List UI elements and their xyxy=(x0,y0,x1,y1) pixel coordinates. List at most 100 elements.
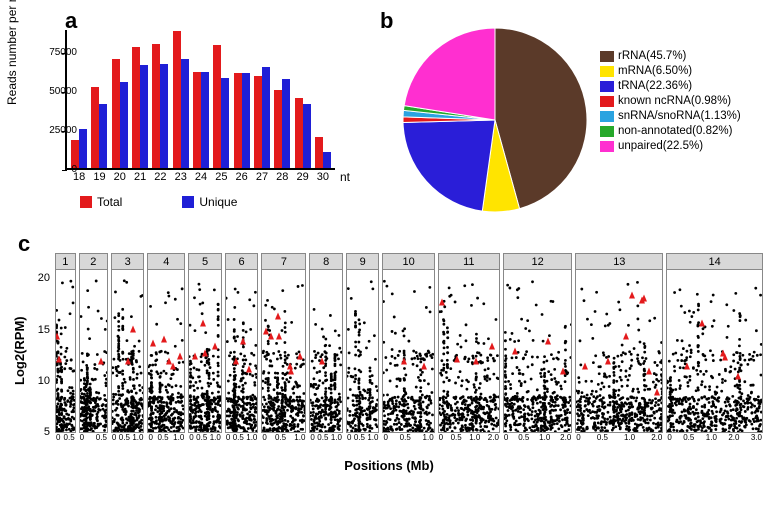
track-body xyxy=(148,270,184,432)
panel-c-tracks: 100.5200.5300.51.0400.51.0500.51.0600.51… xyxy=(55,253,763,433)
chromosome-track: 400.51.0 xyxy=(147,253,185,433)
bar xyxy=(193,72,201,168)
track-body xyxy=(80,270,107,432)
x-tick-label: 1.0 xyxy=(706,433,717,442)
marker-triangle-icon xyxy=(276,332,282,339)
bar-group: 22 xyxy=(150,44,170,168)
x-tick-label: 0 xyxy=(56,433,60,442)
panel-a-legend: TotalUnique xyxy=(80,195,237,209)
y-tick-label: 0 xyxy=(32,164,77,175)
marker-triangle-icon xyxy=(246,366,252,373)
chromosome-track: 600.51.0 xyxy=(225,253,259,433)
x-tick-label: 0.5 xyxy=(597,433,608,442)
legend-label: non-annotated(0.82%) xyxy=(618,125,732,137)
chromosome-track: 1000.51.0 xyxy=(382,253,434,433)
y-tick-label: 25000 xyxy=(32,125,77,136)
bar xyxy=(221,78,229,168)
panel-c-label: c xyxy=(18,231,30,257)
panel-b: b rRNA(45.7%)mRNA(6.50%)tRNA(22.36%)know… xyxy=(370,10,760,220)
marker-triangle-icon xyxy=(646,368,652,375)
pie-legend: rRNA(45.7%)mRNA(6.50%)tRNA(22.36%)known … xyxy=(600,50,741,155)
bar-group: 26 xyxy=(232,73,252,168)
marker-triangle-icon xyxy=(56,332,60,339)
bar xyxy=(323,152,331,168)
chromosome-track: 800.51.0 xyxy=(309,253,343,433)
x-tick-label: 0.5 xyxy=(157,433,168,442)
x-tick-label: 0.5 xyxy=(196,433,207,442)
y-tick-label: 15 xyxy=(32,324,50,336)
pie-legend-item: non-annotated(0.82%) xyxy=(600,125,741,137)
track-header: 7 xyxy=(262,254,305,270)
marker-triangle-icon xyxy=(439,299,445,306)
track-body xyxy=(504,270,571,432)
marker-triangle-icon xyxy=(489,342,495,349)
legend-label: tRNA(22.36%) xyxy=(618,80,692,92)
y-tick-label: 20 xyxy=(32,272,50,284)
x-tick-label: 26 xyxy=(236,171,248,183)
pie-legend-item: mRNA(6.50%) xyxy=(600,65,741,77)
bar xyxy=(91,87,99,168)
marker-triangle-icon xyxy=(582,363,588,370)
legend-swatch xyxy=(600,51,614,62)
marker-triangle-icon xyxy=(268,332,274,339)
bar-group: 27 xyxy=(252,67,272,168)
x-tick-label: 1.0 xyxy=(246,433,257,442)
marker-triangle-icon xyxy=(722,354,728,361)
marker-triangle-icon xyxy=(512,348,518,355)
x-tick-label: 0.5 xyxy=(451,433,462,442)
marker-triangle-icon xyxy=(473,358,479,365)
x-tick-label: 0.5 xyxy=(96,433,107,442)
bar xyxy=(201,72,209,168)
legend-swatch xyxy=(600,111,614,122)
marker-triangle-icon xyxy=(421,363,427,370)
x-tick-label: 1.0 xyxy=(539,433,550,442)
track-header: 10 xyxy=(383,254,433,270)
legend-label: mRNA(6.50%) xyxy=(618,65,692,77)
bar-group: 19 xyxy=(89,87,109,168)
x-tick-label: 0 xyxy=(262,433,266,442)
track-x-ticks: 00.51.02.0 xyxy=(504,432,571,442)
bar-group: 24 xyxy=(191,72,211,168)
x-tick-label: 0 xyxy=(504,433,508,442)
track-body xyxy=(383,270,433,432)
panel-a-x-unit: nt xyxy=(340,170,350,184)
marker-triangle-icon xyxy=(192,353,198,360)
x-tick-label: 0 xyxy=(310,433,314,442)
panel-c-x-label: Positions (Mb) xyxy=(344,458,434,473)
legend-swatch xyxy=(600,141,614,152)
marker-triangle-icon xyxy=(161,335,167,342)
x-tick-label: 2.0 xyxy=(488,433,499,442)
x-tick-label: 29 xyxy=(296,171,308,183)
pie-legend-item: snRNA/snoRNA(1.13%) xyxy=(600,110,741,122)
x-tick-label: 1.0 xyxy=(210,433,221,442)
marker-triangle-icon xyxy=(319,358,325,365)
track-header: 6 xyxy=(226,254,258,270)
bar xyxy=(282,79,290,168)
x-tick-label: 1.0 xyxy=(469,433,480,442)
legend-label: Unique xyxy=(199,195,237,209)
legend-swatch xyxy=(80,196,92,208)
track-header: 8 xyxy=(310,254,342,270)
bar xyxy=(99,104,107,168)
track-x-ticks: 00.51.0 xyxy=(310,432,342,442)
track-x-ticks: 00.51.0 xyxy=(262,432,305,442)
panel-a-chart: 18192021222324252627282930 xyxy=(65,30,335,170)
marker-triangle-icon xyxy=(545,337,551,344)
x-tick-label: 30 xyxy=(317,171,329,183)
x-tick-label: 0 xyxy=(226,433,230,442)
chromosome-track: 900.51.0 xyxy=(346,253,380,433)
x-tick-label: 0 xyxy=(439,433,443,442)
x-tick-label: 2.0 xyxy=(728,433,739,442)
marker-triangle-icon xyxy=(401,358,407,365)
marker-triangle-icon xyxy=(130,325,136,332)
x-tick-label: 1.0 xyxy=(331,433,342,442)
bar xyxy=(181,59,189,168)
legend-item: Unique xyxy=(182,195,237,209)
panel-a-y-label: Reads number per million xyxy=(5,0,19,105)
bar xyxy=(152,44,160,168)
bar xyxy=(120,82,128,168)
chromosome-track: 700.51.0 xyxy=(261,253,306,433)
pie-slice xyxy=(404,28,495,120)
x-tick-label: 1.0 xyxy=(173,433,184,442)
track-x-ticks: 00.51.0 xyxy=(189,432,221,442)
